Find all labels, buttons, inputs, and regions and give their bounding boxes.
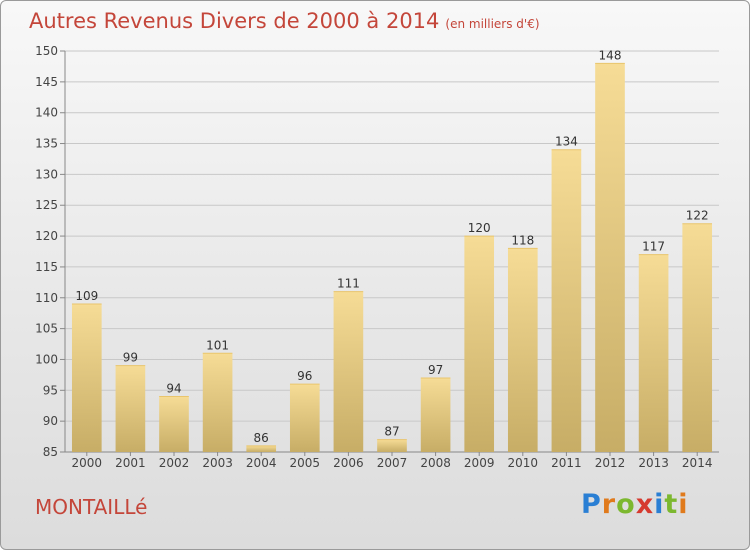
x-tick-label: 2001: [115, 456, 146, 470]
data-label: 109: [75, 289, 98, 303]
brand-logo: Proxiti: [581, 489, 689, 520]
y-tick-label: 145: [35, 75, 58, 89]
y-tick-label: 105: [35, 322, 58, 336]
data-label: 134: [555, 135, 578, 149]
logo-letter: x: [635, 489, 655, 520]
data-label: 87: [384, 425, 399, 439]
data-label: 117: [642, 240, 665, 254]
logo-letter: P: [581, 489, 602, 520]
x-tick-label: 2014: [682, 456, 713, 470]
y-tick-label: 90: [43, 414, 58, 428]
y-tick-label: 100: [35, 352, 58, 366]
logo-letter: i: [654, 489, 665, 520]
data-label: 94: [166, 381, 181, 395]
x-tick-label: 2003: [202, 456, 233, 470]
x-tick-label: 2002: [159, 456, 190, 470]
bar: [420, 377, 451, 452]
x-tick-label: 2000: [72, 456, 103, 470]
y-tick-label: 115: [35, 260, 58, 274]
bar: [464, 236, 495, 452]
y-tick-label: 140: [35, 106, 58, 120]
logo-letter: r: [601, 489, 617, 520]
bar: [638, 254, 669, 452]
logo-letter: o: [616, 489, 636, 520]
chart-subtitle: (en milliers d'€): [445, 17, 540, 31]
data-label: 97: [428, 363, 443, 377]
place-name: MONTAILLé: [35, 495, 148, 519]
data-label: 122: [686, 209, 709, 223]
logo-letter: t: [664, 489, 679, 520]
bar: [377, 439, 407, 452]
bar: [71, 303, 102, 452]
bar: [115, 365, 146, 452]
chart-title: Autres Revenus Divers de 2000 à 2014 (en …: [29, 9, 540, 33]
x-tick-label: 2009: [464, 456, 495, 470]
data-label: 120: [468, 221, 491, 235]
x-tick-label: 2008: [420, 456, 451, 470]
bar: [551, 149, 582, 452]
y-tick-label: 130: [35, 167, 58, 181]
data-label: 148: [599, 48, 622, 62]
x-tick-label: 2011: [551, 456, 582, 470]
bar: [159, 396, 189, 452]
data-label: 101: [206, 338, 229, 352]
x-tick-label: 2005: [290, 456, 321, 470]
data-label: 99: [123, 351, 138, 365]
bar: [289, 384, 320, 452]
y-tick-label: 85: [43, 445, 58, 459]
x-tick-label: 2012: [595, 456, 626, 470]
bar: [595, 63, 625, 452]
x-tick-label: 2010: [508, 456, 539, 470]
data-label: 86: [254, 431, 269, 445]
y-tick-label: 150: [35, 44, 58, 58]
x-tick-label: 2013: [638, 456, 669, 470]
logo-letter: i: [678, 489, 689, 520]
bar: [507, 248, 538, 452]
x-tick-label: 2004: [246, 456, 277, 470]
y-tick-label: 95: [43, 383, 58, 397]
bar: [333, 291, 364, 452]
bar: [246, 445, 277, 452]
y-tick-label: 135: [35, 137, 58, 151]
y-tick-label: 125: [35, 198, 58, 212]
data-label: 111: [337, 277, 360, 291]
title-text: Autres Revenus Divers de 2000 à 2014: [29, 9, 440, 33]
data-label: 118: [511, 233, 534, 247]
bar: [202, 353, 233, 452]
x-tick-label: 2006: [333, 456, 364, 470]
x-tick-label: 2007: [377, 456, 408, 470]
y-tick-label: 120: [35, 229, 58, 243]
data-label: 96: [297, 369, 312, 383]
y-tick-label: 110: [35, 291, 58, 305]
bar: [682, 223, 713, 452]
